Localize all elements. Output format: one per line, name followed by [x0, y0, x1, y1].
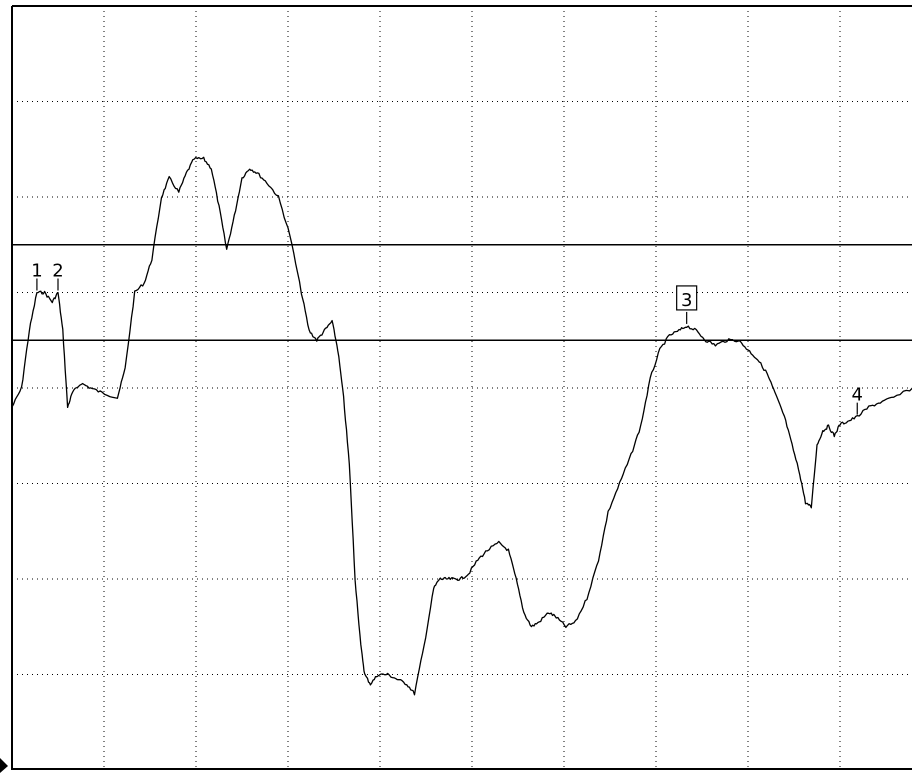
- marker-2-label: 2: [52, 261, 63, 282]
- marker-4-label: 4: [852, 385, 863, 406]
- marker-1-label: 1: [31, 261, 42, 282]
- corner-pointer-icon: [0, 758, 8, 773]
- series-line: [11, 156, 912, 696]
- plot-frame: [0, 5, 912, 773]
- reference-lines: [12, 244, 912, 341]
- marker-3-label: 3: [681, 290, 692, 311]
- grid: [12, 6, 912, 770]
- markers: 1 2 3 4: [31, 261, 863, 415]
- marker-3-box: [676, 285, 698, 311]
- series-group: [11, 156, 912, 696]
